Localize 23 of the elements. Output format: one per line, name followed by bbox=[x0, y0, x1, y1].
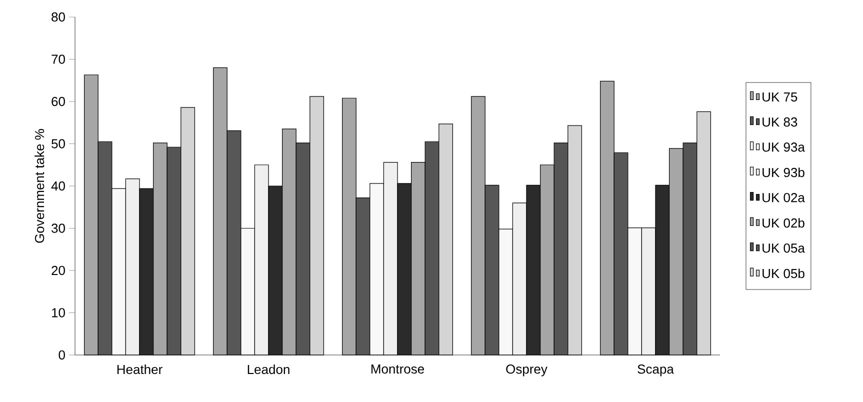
legend-label: UK 02a bbox=[762, 193, 805, 202]
x-tick-label: Heather bbox=[117, 364, 162, 374]
y-tick-label: 70 bbox=[52, 54, 65, 64]
y-tick-label: 40 bbox=[51, 181, 65, 191]
legend-label: UK 75 bbox=[762, 92, 798, 102]
x-tick-label: Scapa bbox=[638, 364, 674, 376]
x-tick-label: Osprey bbox=[506, 364, 548, 376]
y-tick-label: 30 bbox=[52, 224, 65, 233]
legend-label: UK 05b bbox=[762, 268, 804, 278]
legend-label: UK 83 bbox=[762, 117, 798, 127]
y-tick-label: 20 bbox=[52, 266, 65, 276]
x-tick-label: Leadon bbox=[248, 364, 290, 374]
y-tick-label: 10 bbox=[52, 308, 65, 318]
legend-label: UK 05a bbox=[762, 244, 805, 253]
legend-label: UK 02b bbox=[762, 218, 804, 228]
y-tick-label: 50 bbox=[52, 139, 65, 148]
legend-label: UK 93a bbox=[762, 142, 805, 152]
y-tick-label: 0 bbox=[58, 350, 65, 360]
x-tick-label: Montrose bbox=[371, 364, 424, 374]
y-tick-label: 60 bbox=[52, 96, 65, 106]
y-tick-label: 80 bbox=[52, 12, 65, 22]
legend-label: UK 93b bbox=[762, 168, 804, 178]
y-axis-title: Government take % bbox=[34, 129, 44, 243]
